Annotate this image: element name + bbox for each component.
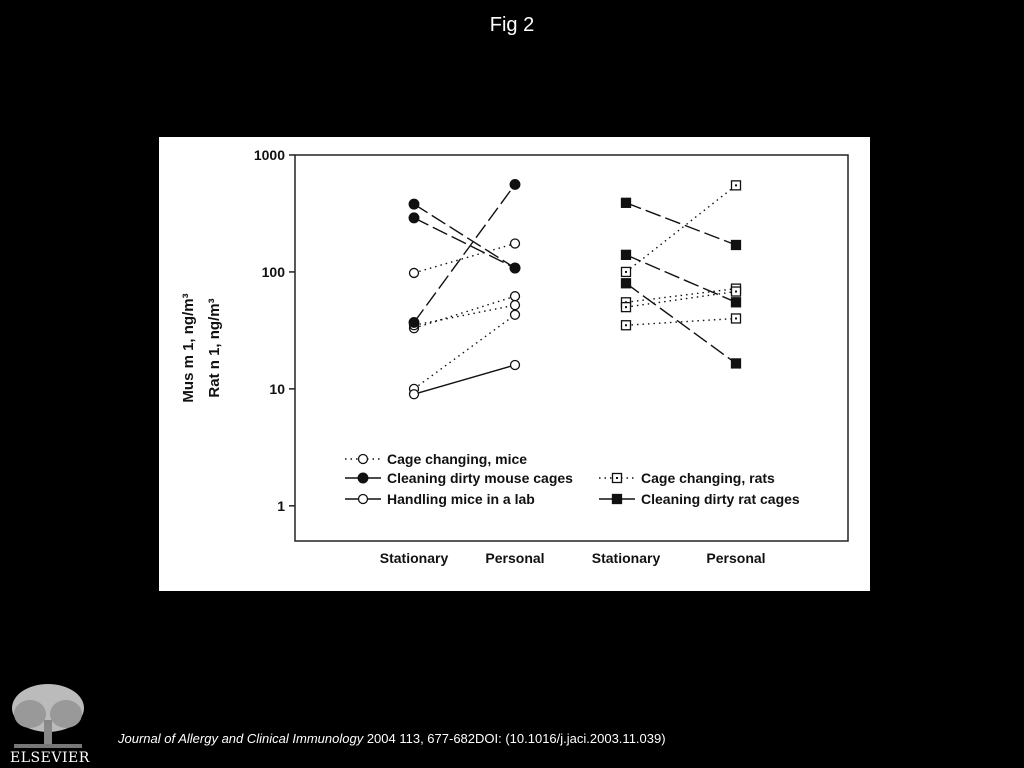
citation: Journal of Allergy and Clinical Immunolo… [118,731,666,746]
legend-marker-0 [357,453,369,465]
allergen-chart: 1 10 100 1000 Mus m 1, ng/m³ Rat n 1, ng/m³ St… [180,147,849,566]
legend-marker-4 [611,493,623,505]
series-4-pair-0-line [625,202,737,246]
series-3-pair-2-start-marker-dot [625,306,627,309]
legend-marker-1 [357,472,369,484]
series-3-pair-0-line [625,184,737,273]
series-0-pair-3-end-marker [509,309,521,320]
series-4-pair-1-end-marker [730,297,742,308]
legend-label-1: Cleaning dirty mouse cages [387,470,573,486]
y-tick-label-1000: 1000 [254,147,285,163]
citation-details: 2004 113, 677-682DOI: (10.1016/j.jaci.20… [363,731,666,746]
y-tick-label-100: 100 [262,264,286,280]
series-3-pair-3-start-marker-dot [625,324,627,327]
series-4-pair-2-line [625,282,737,365]
tree-icon [12,684,84,748]
category-label-3: Stationary [592,550,661,566]
legend-label-0: Cage changing, mice [387,451,527,467]
series-1-pair-2-end-marker [509,178,521,190]
y-axis-label-1: Mus m 1, ng/m³ [180,293,197,402]
y-tick-label-10: 10 [269,381,285,397]
y-axis-label-2: Rat n 1, ng/m³ [206,298,223,397]
series-4-pair-1-start-marker [620,249,632,260]
series-3-pair-0-start-marker-dot [625,270,627,273]
legend-marker-2 [357,493,369,505]
y-tick-label-1: 1 [277,498,285,514]
category-label-2: Personal [485,550,544,566]
series-3-pair-0-end-marker-dot [735,184,737,187]
series-0-pair-2-end-marker [509,299,521,311]
series-4-pair-0-start-marker [620,197,632,208]
logo-wordmark: ELSEVIER [10,750,90,766]
series-4-pair-1-line [625,254,737,303]
legend-label-4: Cleaning dirty rat cages [641,491,800,507]
citation-journal: Journal of Allergy and Clinical Immunolo… [118,731,364,746]
series-0-pair-2-line [413,304,516,326]
series-0-pair-3-line [413,314,516,390]
series-4-pair-0-end-marker [730,239,742,251]
category-label-1: Stationary [380,550,449,566]
series-0-pair-1-line [413,295,516,329]
series-2-pair-0-end-marker [509,359,521,371]
series-3-pair-3-line [625,317,737,326]
category-label-4: Personal [706,550,765,566]
series-1-pair-1-line [413,217,516,269]
plot-frame [294,154,849,542]
series-2-pair-0-start-marker [408,389,420,400]
series-0-pair-1-end-marker [509,291,521,302]
series-0-pair-0-start-marker [408,267,420,279]
series-1-pair-2-start-marker [408,316,420,328]
series-1-pair-1-start-marker [408,212,420,224]
series-1-pair-0-start-marker [408,198,420,210]
series-4-pair-2-start-marker [620,278,632,289]
series-0-pair-0-line [413,242,516,274]
series-3-pair-3-end-marker-dot [735,317,737,320]
series-1-pair-0-line [413,203,516,269]
series-3-pair-2-line [625,290,737,308]
series-4-pair-2-end-marker [730,358,742,369]
series-2-pair-0-line [413,364,516,395]
legend-label-2: Handling mice in a lab [387,491,535,507]
legend-label-3: Cage changing, rats [641,470,775,486]
slide-title: Fig 2 [489,14,535,36]
legend-marker-3-dot [616,477,618,479]
series-3-pair-2-end-marker-dot [735,290,737,293]
series-1-pair-1-end-marker [509,262,521,274]
series-3-pair-1-line [625,287,737,303]
series-1-pair-2-line [413,184,516,323]
series-0-pair-0-end-marker [509,238,521,249]
figure-panel: 1 10 100 1000 Mus m 1, ng/m³ Rat n 1, ng/m³ St… [159,137,870,591]
